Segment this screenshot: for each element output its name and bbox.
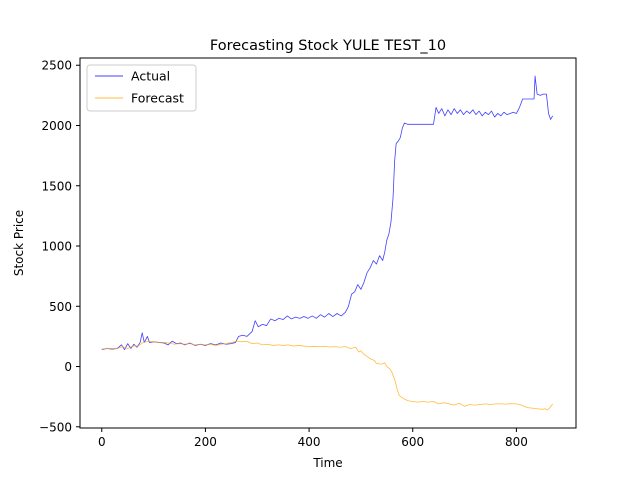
x-axis-label: Time <box>312 456 342 470</box>
chart-title: Forecasting Stock YULE TEST_10 <box>210 38 446 54</box>
legend-label-forecast: Forecast <box>131 91 184 106</box>
y-tick-label: −500 <box>39 420 72 434</box>
x-axis: 0 200 400 600 800 <box>98 428 528 449</box>
legend-label-actual: Actual <box>131 69 170 84</box>
plot-area-frame <box>79 57 577 429</box>
y-axis: −500 0 500 1000 1500 2000 2500 <box>39 59 80 434</box>
legend: Actual Forecast <box>86 64 197 112</box>
y-tick-label: 0 <box>64 360 72 374</box>
y-tick-label: 2500 <box>41 59 72 73</box>
y-axis-label: Stock Price <box>12 210 26 276</box>
series-line-forecast <box>101 340 554 411</box>
x-tick-label: 400 <box>298 435 321 449</box>
y-tick-label: 1000 <box>41 240 72 254</box>
x-tick-label: 800 <box>505 435 528 449</box>
y-tick-label: 500 <box>49 300 72 314</box>
y-tick-label: 1500 <box>41 179 72 193</box>
x-tick-label: 200 <box>194 435 217 449</box>
y-tick-label: 2000 <box>41 119 72 133</box>
x-tick-label: 600 <box>401 435 424 449</box>
x-tick-label: 0 <box>98 435 106 449</box>
series-layer <box>101 75 554 411</box>
